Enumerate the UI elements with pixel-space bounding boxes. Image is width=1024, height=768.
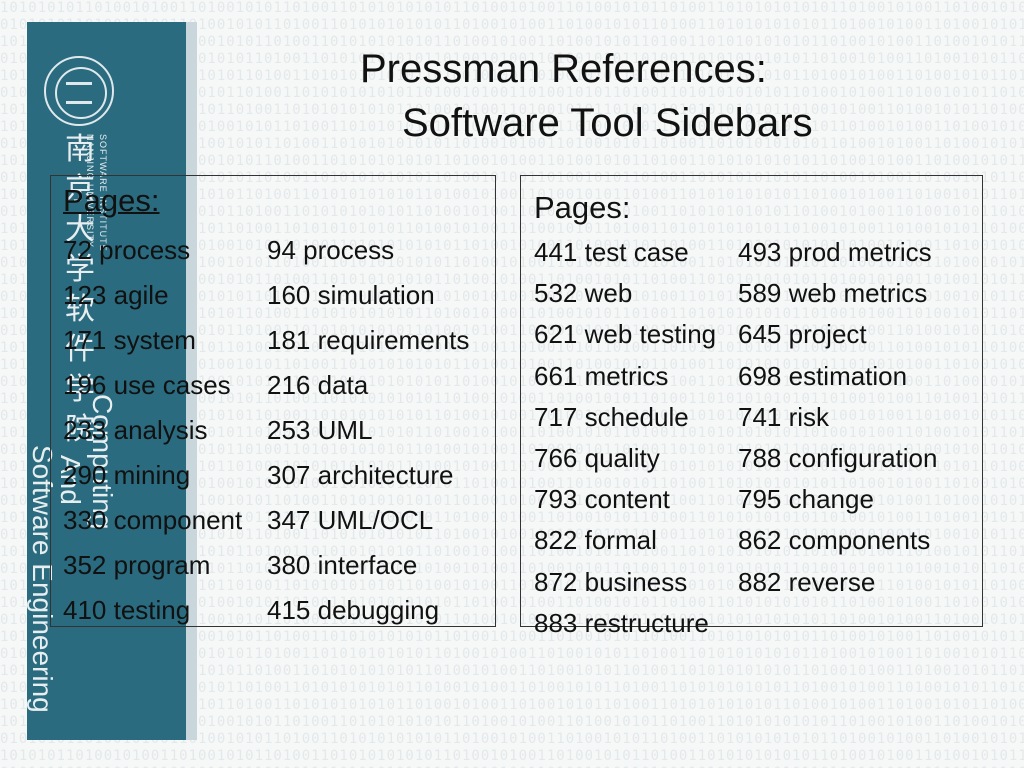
slide-title: Pressman References: Software Tool Sideb… [300, 42, 940, 150]
left-box-col2-item: 415 debugging [267, 595, 440, 625]
right-box-col1-item: 441 test case [534, 237, 689, 267]
right-box-col1-item: 532 web [534, 278, 633, 309]
left-box-col2-item: 307 architecture [267, 460, 454, 490]
right-box-col2-item: 882 reverse [738, 566, 876, 597]
left-box-col2-item: 380 interface [267, 550, 418, 580]
left-box-col1-item: 352 program [63, 550, 211, 580]
left-box-col1-item: 233 analysis [63, 415, 208, 445]
right-box-col1-item: 717 schedule [534, 401, 689, 432]
right-box-col2-item: 862 components [738, 525, 931, 556]
banner-chinese-text: 南京大学软件学院 [65, 132, 95, 447]
left-box-col1-item: 410 testing [63, 595, 191, 625]
university-logo-icon [44, 56, 114, 126]
right-box-col1-item: 822 formal [534, 525, 657, 556]
left-box-col2-item: 94 process [267, 235, 395, 265]
right-box-col2-item: 741 risk [738, 401, 830, 432]
right-box-col1-item: 793 content [534, 484, 670, 515]
left-box-col2-item: 216 data [267, 370, 369, 400]
banner-stripe [186, 22, 197, 740]
right-box-col2-item: 493 prod metrics [738, 237, 932, 267]
right-pages-heading: Pages: [534, 190, 631, 225]
right-box-col1-item: 621 web testing [534, 319, 717, 350]
left-box-col1-item: 123 agile [63, 280, 169, 310]
right-box-col1-item: 883 restructure [534, 607, 709, 638]
left-pages-heading: Pages: [63, 183, 160, 218]
right-box-col1-item: 766 quality [534, 443, 660, 473]
right-box-col1-item: 872 business [534, 566, 688, 597]
right-box-col2-item: 788 configuration [738, 443, 938, 473]
right-pages-box: Pages: 441 test case 532 web 621 web testi… [520, 175, 983, 638]
left-box-col1-item: 330 component [63, 505, 243, 535]
left-box-col1-item: 196 use cases [63, 370, 231, 400]
right-box-col2-item: 795 change [738, 484, 874, 515]
left-box-col1-item: 171 system [63, 325, 196, 355]
right-box-col1-item: 661 metrics [534, 360, 669, 391]
title-line-1: Pressman References: [360, 47, 767, 91]
left-pages-box: Pages: 72 process 123 agile 171 system 196 … [50, 175, 496, 627]
right-box-col2-item: 589 web metrics [738, 278, 928, 309]
left-box-col1-item: 290 mining [63, 460, 191, 490]
left-box-col2-item: 181 requirements [267, 325, 470, 355]
left-box-col1-item: 72 process [63, 235, 191, 265]
left-box-col2-item: 253 UML [267, 415, 373, 445]
side-banner [27, 22, 197, 740]
title-line-2: Software Tool Sidebars [402, 101, 813, 145]
left-box-col2-item: 160 simulation [267, 280, 435, 310]
right-box-col2-item: 645 project [738, 319, 867, 350]
right-box-col2-item: 698 estimation [738, 360, 908, 391]
left-box-col2-item: 347 UML/OCL [267, 505, 434, 535]
